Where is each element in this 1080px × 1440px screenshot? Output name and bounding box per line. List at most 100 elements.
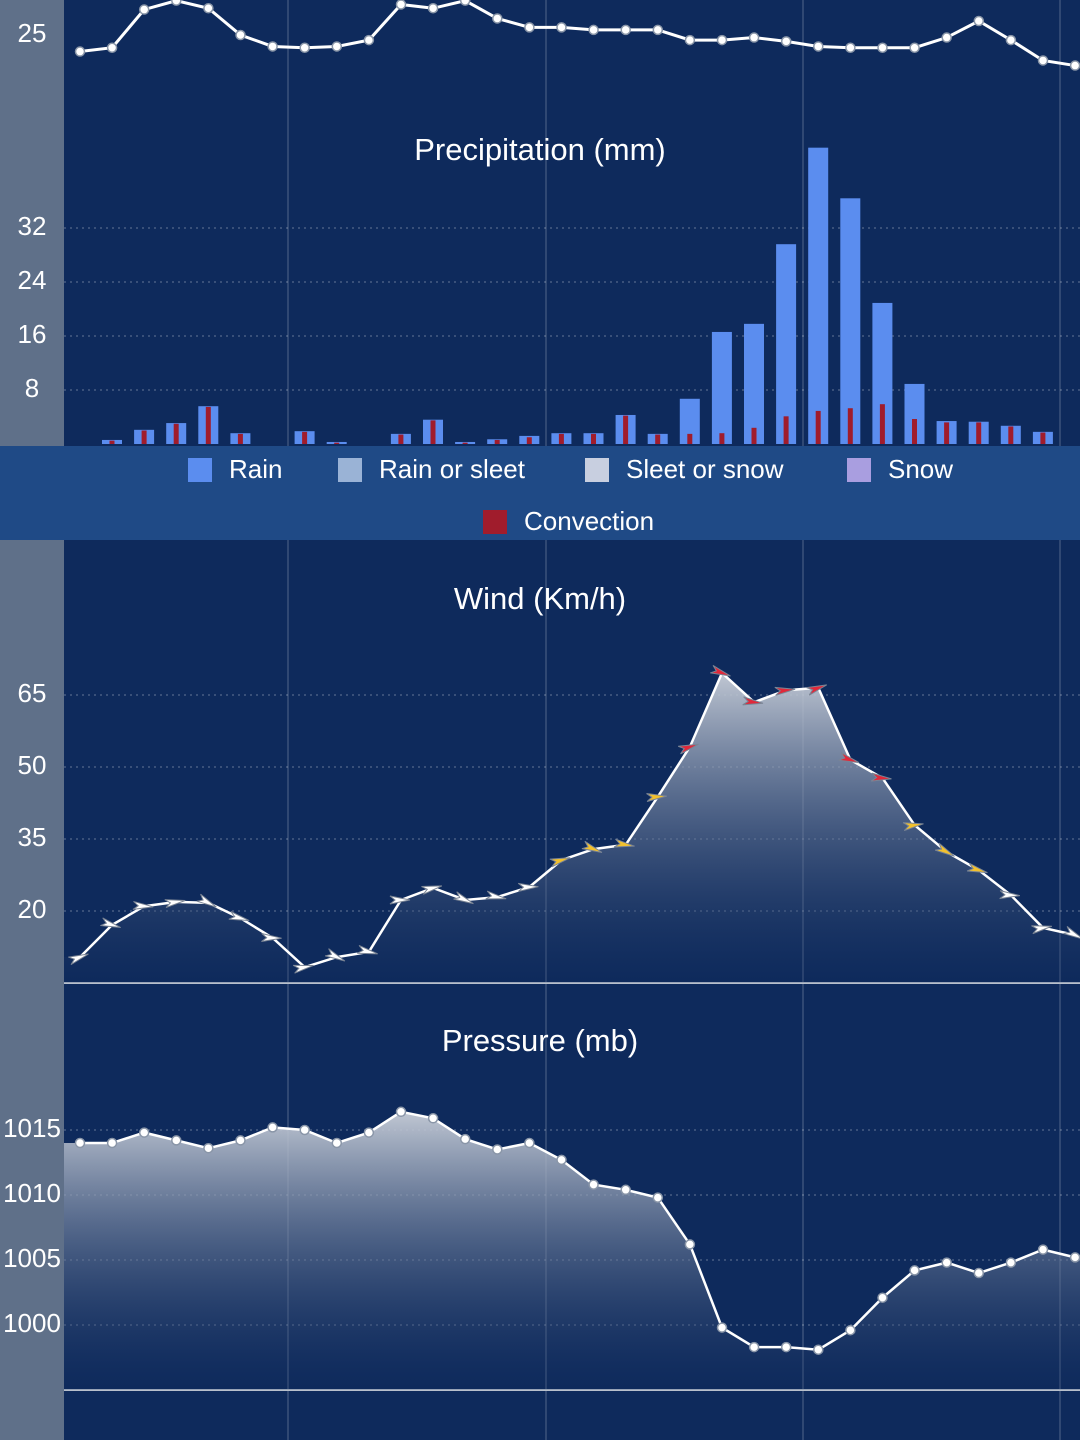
y-tick-label: 1015 <box>3 1113 61 1143</box>
point <box>331 41 343 52</box>
bar <box>744 323 764 444</box>
point <box>652 24 664 36</box>
point <box>524 22 535 33</box>
bar <box>879 404 885 444</box>
point <box>780 36 792 47</box>
bar <box>494 439 500 444</box>
bar <box>558 433 564 444</box>
legend-swatch <box>483 510 507 534</box>
point <box>588 1179 599 1190</box>
point <box>235 29 246 41</box>
y-tick-label: 1010 <box>3 1178 61 1208</box>
wind-arrow <box>613 838 635 848</box>
point <box>973 15 985 27</box>
bar <box>783 416 789 444</box>
legend-swatch <box>338 458 362 482</box>
legend-label: Sleet or snow <box>626 454 784 484</box>
point <box>395 0 407 10</box>
point <box>299 1124 310 1136</box>
bar <box>687 433 693 444</box>
point <box>459 1133 471 1145</box>
legend-label: Convection <box>524 506 654 536</box>
point <box>524 1137 535 1149</box>
y-tick-label: 1000 <box>3 1308 61 1338</box>
bar <box>1040 432 1046 444</box>
legend-label: Rain <box>229 454 282 484</box>
y-tick-label: 32 <box>18 211 47 241</box>
wind-arrow <box>934 842 955 857</box>
wind-arrow <box>870 772 892 782</box>
area-fill <box>64 672 1080 983</box>
bar <box>205 406 211 444</box>
point <box>652 1192 664 1203</box>
point <box>877 1292 888 1303</box>
wind-arrow <box>774 686 796 696</box>
point <box>299 42 310 53</box>
y-tick-label: 24 <box>18 265 47 295</box>
wind-arrow <box>646 793 667 802</box>
wind-arrow <box>838 752 860 764</box>
bar <box>237 433 243 444</box>
bar <box>302 431 308 444</box>
bar <box>591 433 596 444</box>
point <box>1069 60 1080 71</box>
wind-arrow <box>228 911 250 922</box>
point <box>716 34 728 46</box>
bar <box>398 434 404 444</box>
point <box>492 1144 503 1155</box>
point <box>1005 1257 1017 1268</box>
area-fill <box>64 1111 1080 1390</box>
bar <box>1008 426 1014 444</box>
point <box>1037 1244 1049 1255</box>
point <box>813 1344 824 1355</box>
bar <box>976 422 982 444</box>
legend-label: Rain or sleet <box>379 454 526 484</box>
wind-arrow <box>68 953 89 966</box>
point <box>106 1137 118 1149</box>
point <box>941 1257 952 1268</box>
y-tick-label: 25 <box>18 18 47 48</box>
point <box>941 32 952 43</box>
bar <box>751 427 757 444</box>
y-tick-label: 8 <box>25 373 39 403</box>
point <box>556 22 567 33</box>
bar <box>711 331 732 444</box>
line <box>79 0 1076 68</box>
point <box>427 3 439 14</box>
wind-arrow <box>261 933 282 942</box>
point <box>171 1135 182 1146</box>
wind-arrow <box>325 948 346 962</box>
bar <box>655 434 661 444</box>
bar <box>815 410 821 444</box>
wind-arrow <box>453 891 474 905</box>
wind-arrow <box>485 890 507 900</box>
bar <box>109 440 115 444</box>
point <box>1069 1252 1080 1263</box>
point <box>845 42 856 53</box>
bar <box>872 302 893 444</box>
wind-arrow <box>549 857 571 868</box>
bar <box>944 422 950 444</box>
y-tick-label: 1005 <box>3 1243 61 1273</box>
axis-gutter <box>0 0 64 1440</box>
wind-arrow <box>357 944 378 955</box>
wind-arrow <box>389 895 411 905</box>
point <box>171 0 182 6</box>
legend-swatch <box>188 458 212 482</box>
point <box>1005 34 1017 46</box>
point <box>556 1154 567 1166</box>
point <box>588 24 599 36</box>
line <box>80 1110 1076 1351</box>
wind-arrow <box>517 882 539 892</box>
point <box>74 1137 86 1149</box>
bar <box>334 442 340 444</box>
point <box>138 4 150 15</box>
point <box>331 1137 343 1149</box>
point <box>716 1322 728 1333</box>
bar <box>904 383 925 444</box>
bar <box>808 147 829 445</box>
chart-title: Pressure (mb) <box>442 1023 638 1058</box>
wind-arrow <box>581 840 603 853</box>
point <box>877 42 888 53</box>
legend-swatch <box>585 458 609 482</box>
